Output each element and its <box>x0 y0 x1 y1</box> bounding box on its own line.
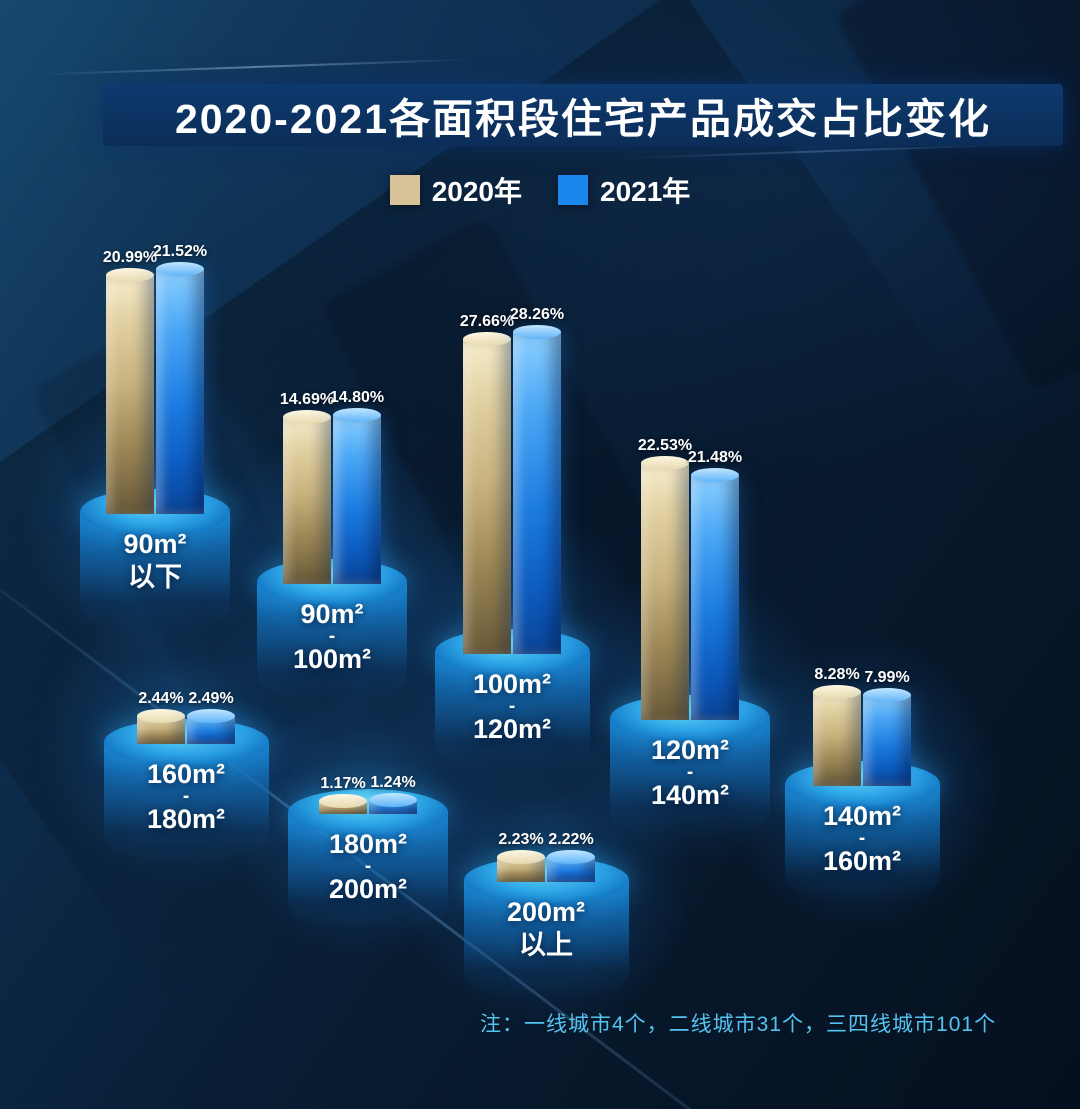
legend: 2020年 2021年 <box>0 170 1080 210</box>
footnote: 注：一线城市4个，二线城市31个，三四线城市101个 <box>480 1013 997 1036</box>
legend-item-2020: 2020年 <box>389 170 522 210</box>
legend-label-2020: 2020年 <box>431 176 522 207</box>
bar-top-cap <box>106 268 154 282</box>
bar-top-cap <box>156 262 204 276</box>
legend-item-2021: 2021年 <box>558 170 690 210</box>
legend-swatch-2020 <box>389 175 420 205</box>
legend-swatch-2021 <box>558 175 588 205</box>
chart-title: 2020-2021各面积段住宅产品成交占比变化 <box>174 96 992 142</box>
value-label-2021-cat0: 21.52% <box>152 243 208 260</box>
chart-title-box: 2020-2021各面积段住宅产品成交占比变化 <box>103 84 1063 146</box>
value-label-2020-cat0: 20.99% <box>102 249 158 266</box>
legend-label-2021: 2021年 <box>600 176 691 207</box>
